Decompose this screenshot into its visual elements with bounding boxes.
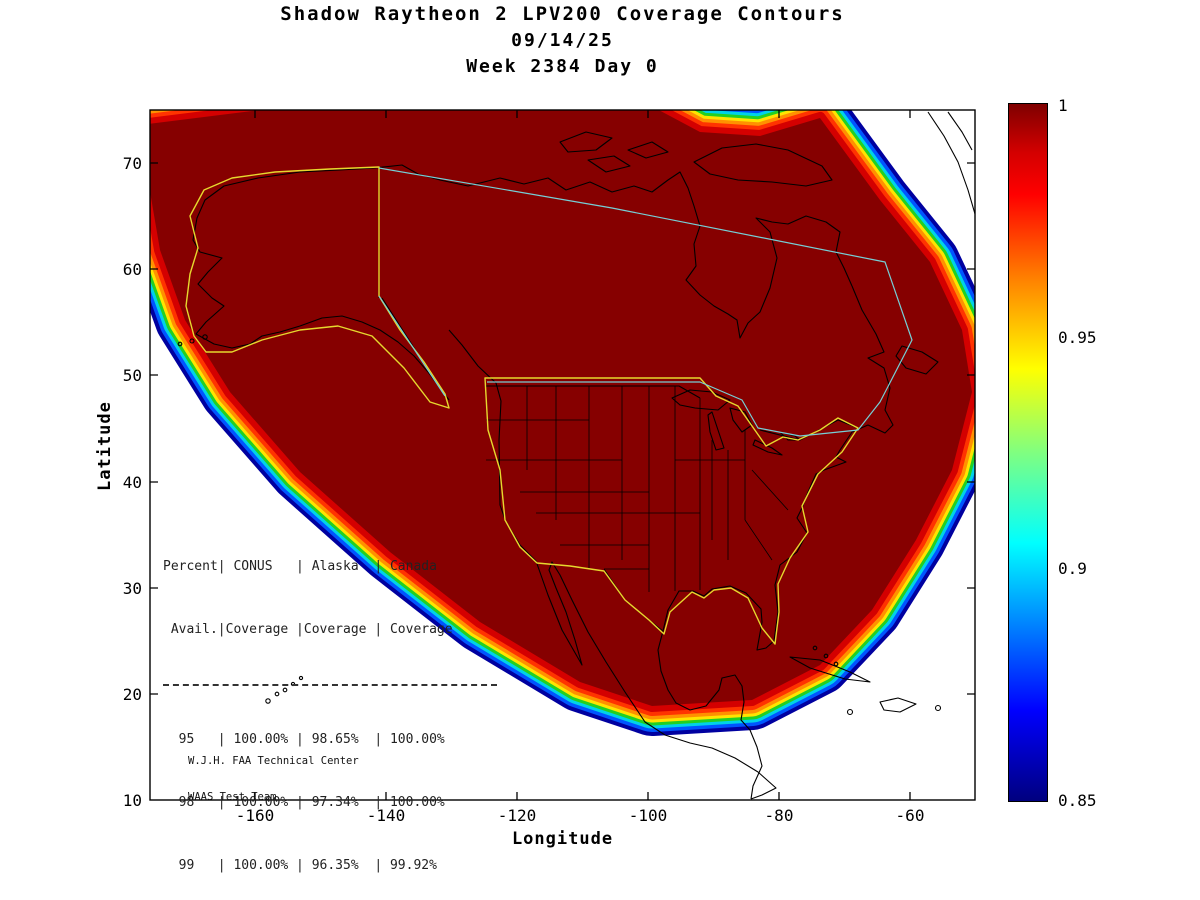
victoria-island bbox=[587, 155, 631, 173]
x-tick-label: -140 bbox=[366, 806, 406, 825]
hispaniola-coastline bbox=[879, 697, 917, 713]
coastlines bbox=[177, 111, 975, 800]
alaska-boundary bbox=[185, 166, 450, 409]
colorbar-gradient bbox=[1008, 103, 1048, 802]
x-tick-label: -60 bbox=[895, 806, 925, 825]
conus-boundary bbox=[484, 377, 859, 645]
jamaica-island bbox=[846, 708, 854, 716]
x-tick-label: -160 bbox=[235, 806, 275, 825]
credit-text: W.J.H. FAA Technical Center WAAS Test Te… bbox=[188, 731, 359, 815]
availability-row: 99 | 100.00% | 96.35% | 99.92% bbox=[163, 858, 437, 873]
aleutian-island bbox=[189, 338, 195, 344]
lake-michigan bbox=[707, 411, 725, 451]
newfoundland-island bbox=[895, 345, 939, 375]
availability-table-header: Percent| CONUS | Alaska | Canada bbox=[163, 559, 437, 574]
arctic-hudson-coastline bbox=[374, 164, 853, 339]
aleutian-island bbox=[202, 334, 208, 340]
colorbar-tick-label: 0.85 bbox=[1058, 791, 1097, 810]
x-tick-label: -120 bbox=[497, 806, 537, 825]
x-axis-label: Longitude bbox=[511, 829, 614, 849]
y-tick-label: 40 bbox=[122, 473, 142, 492]
canada-boundary bbox=[378, 167, 913, 437]
x-tick-label: -100 bbox=[628, 806, 668, 825]
hawaii-island bbox=[265, 698, 271, 704]
y-tick-label: 70 bbox=[122, 154, 142, 173]
availability-table-separator bbox=[163, 684, 497, 686]
y-tick-label: 30 bbox=[122, 579, 142, 598]
canada-boundary-west bbox=[378, 295, 446, 397]
credit-line: WAAS Test Team bbox=[188, 791, 277, 803]
alaska-coastline bbox=[192, 167, 450, 401]
hawaii-island bbox=[282, 687, 288, 693]
east-coastline bbox=[657, 285, 894, 800]
y-tick-label: 60 bbox=[122, 260, 142, 279]
lake-superior bbox=[671, 389, 731, 411]
hawaii-island bbox=[298, 675, 304, 681]
colorbar-tick-label: 0.9 bbox=[1058, 559, 1087, 578]
availability-row: 95 | 100.00% | 98.65% | 100.00% bbox=[163, 732, 445, 747]
colorbar-tick-label: 0.95 bbox=[1058, 328, 1097, 347]
plot-border bbox=[149, 109, 976, 801]
bahamas-island bbox=[812, 645, 818, 651]
west-coastline bbox=[448, 329, 777, 800]
baffin-island bbox=[693, 143, 833, 187]
axis-ticks bbox=[150, 110, 975, 800]
bahamas-island bbox=[833, 661, 839, 667]
arctic-island bbox=[627, 141, 669, 159]
y-tick-label: 50 bbox=[122, 366, 142, 385]
service-area-boundaries-yellow bbox=[185, 166, 859, 645]
service-area-boundaries-cyan bbox=[378, 167, 913, 437]
arctic-island bbox=[559, 131, 613, 153]
chart-week-day: Week 2384 Day 0 bbox=[466, 56, 659, 77]
aleutian-island bbox=[177, 341, 183, 347]
greenland-coastline bbox=[927, 111, 975, 215]
bahamas-island bbox=[823, 653, 829, 659]
hawaii-island bbox=[274, 691, 280, 697]
puerto-rico-island bbox=[934, 704, 942, 712]
colorbar-tick-label: 1 bbox=[1058, 96, 1068, 115]
credit-line: W.J.H. FAA Technical Center bbox=[188, 755, 359, 767]
y-tick-label: 20 bbox=[122, 685, 142, 704]
lake-erie bbox=[752, 439, 783, 456]
availability-table-header: Avail.|Coverage |Coverage | Coverage bbox=[163, 622, 453, 637]
availability-table: Percent| CONUS | Alaska | Canada Avail.|… bbox=[163, 514, 497, 900]
chart-date: 09/14/25 bbox=[511, 30, 614, 51]
x-tick-label: -80 bbox=[764, 806, 794, 825]
y-tick-label: 10 bbox=[122, 791, 142, 810]
cuba-coastline bbox=[789, 656, 871, 683]
availability-row: 98 | 100.00% | 97.34% | 100.00% bbox=[163, 795, 445, 810]
chart-title: Shadow Raytheon 2 LPV200 Coverage Contou… bbox=[280, 3, 845, 25]
